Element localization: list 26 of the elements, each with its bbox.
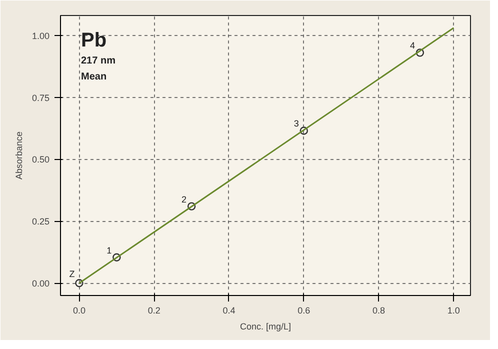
y-tick-label: 1.00 xyxy=(32,30,50,41)
point xyxy=(112,253,121,262)
x-tick-label: 0.8 xyxy=(372,306,386,316)
y-tick-label: 0.25 xyxy=(32,216,50,227)
text: 217 nm xyxy=(81,56,116,66)
point xyxy=(187,202,196,210)
x-tick-label: 0.6 xyxy=(298,306,310,316)
x-tick-label: 0.0 xyxy=(72,306,86,316)
y-tick-label: 0.00 xyxy=(32,278,50,289)
annotation: Z xyxy=(69,269,76,280)
annotation: 1 xyxy=(106,245,112,256)
x-tick-label: 0.4 xyxy=(222,306,236,316)
point xyxy=(300,126,308,135)
annotation: 4 xyxy=(410,40,415,51)
text: Pb xyxy=(81,30,107,52)
y-axis-title: Absorbance xyxy=(14,131,24,180)
x-tick-label: 1.0 xyxy=(447,306,460,316)
x-axis-title: Conc. [mg/L] xyxy=(240,322,292,332)
annotation: 2 xyxy=(182,194,187,204)
y-tick-label: 0.50 xyxy=(32,154,50,165)
point xyxy=(75,279,84,288)
annotation: 3 xyxy=(294,118,299,129)
annotation: Mean xyxy=(81,72,107,82)
point xyxy=(416,48,424,57)
y-tick-label: 0.75 xyxy=(32,92,50,103)
x-tick-label: 0.2 xyxy=(148,306,160,316)
